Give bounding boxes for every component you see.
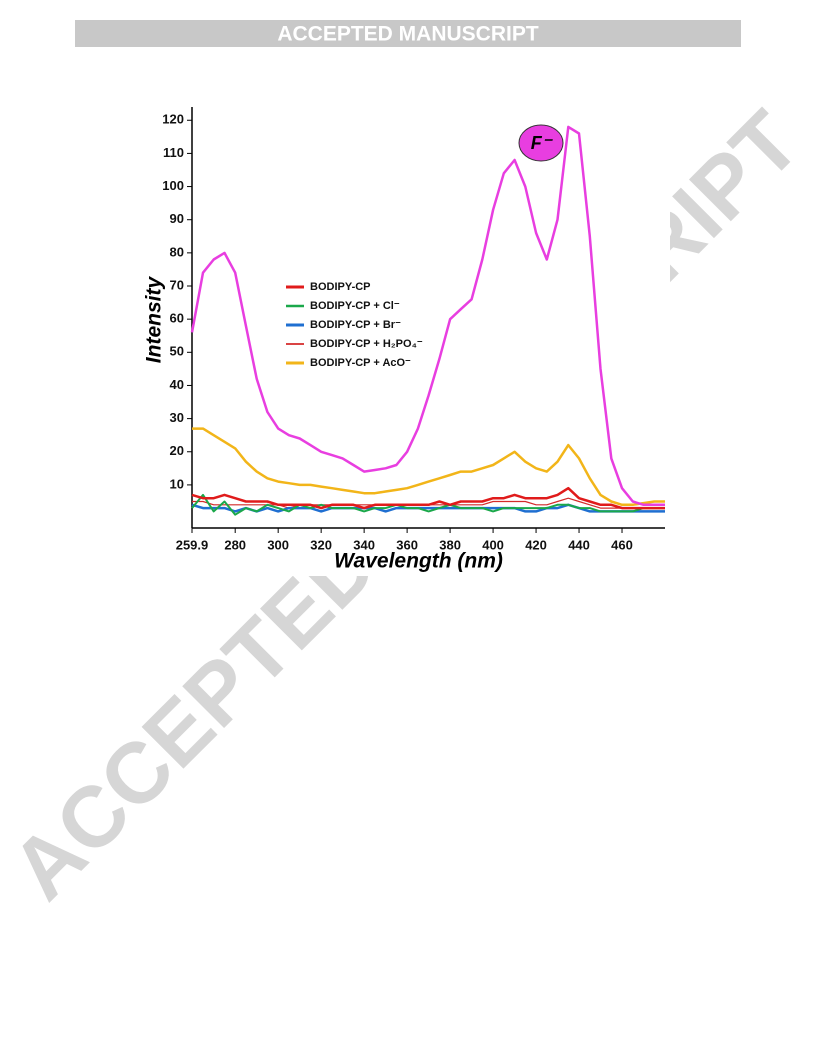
- x-tick-label: 360: [396, 537, 418, 552]
- legend-label: BODIPY-CP + AcO⁻: [310, 357, 411, 369]
- header-title: ACCEPTED MANUSCRIPT: [277, 23, 539, 46]
- y-tick-label: 20: [170, 443, 184, 458]
- chart: 10 20 30 40 50 60 70 80 90 100 110 120 259.9 280 300 32…: [143, 107, 665, 573]
- x-tick-label: 420: [525, 537, 547, 552]
- annotation-badge: [518, 124, 564, 162]
- y-tick-label: 110: [163, 145, 184, 160]
- series-line: [192, 427, 665, 507]
- x-tick-label: 380: [439, 537, 461, 552]
- x-tick-label: 340: [353, 537, 375, 552]
- x-tick-label: 300: [267, 537, 289, 552]
- x-axis-label: Wavelength (nm): [334, 550, 503, 573]
- legend-label: BODIPY-CP + Cl⁻: [310, 300, 400, 312]
- y-tick-label: 60: [170, 311, 184, 326]
- y-tick-label: 50: [170, 344, 184, 359]
- header-bar: [75, 20, 741, 47]
- y-axis-label: Intensity: [143, 276, 166, 364]
- y-tick-label: 40: [170, 377, 184, 392]
- x-tick-label: 460: [611, 537, 633, 552]
- y-tick-label: 80: [170, 244, 184, 259]
- legend-label: BODIPY-CP + Br⁻: [310, 319, 401, 331]
- y-tick-label: 100: [162, 178, 184, 193]
- x-tick-label: 440: [568, 537, 590, 552]
- legend-label: BODIPY-CP: [310, 281, 371, 293]
- x-tick-label: 320: [310, 537, 332, 552]
- y-tick-label: 30: [170, 410, 184, 425]
- series-line: [190, 125, 665, 507]
- series-line: [191, 503, 665, 513]
- y-tick-label: 70: [170, 277, 184, 292]
- annotation-label: F⁻: [531, 133, 554, 153]
- y-tick-label: 90: [170, 211, 184, 226]
- x-tick-label: 259.9: [176, 537, 209, 552]
- series-line: [191, 486, 665, 510]
- series-line: [191, 493, 665, 516]
- x-tick-label: 280: [224, 537, 246, 552]
- y-tick-label: 120: [162, 112, 184, 127]
- y-tick-label: 10: [170, 476, 184, 491]
- legend-label: BODIPY-CP + H₂PO₄⁻: [310, 338, 423, 350]
- x-tick-label: 400: [482, 537, 504, 552]
